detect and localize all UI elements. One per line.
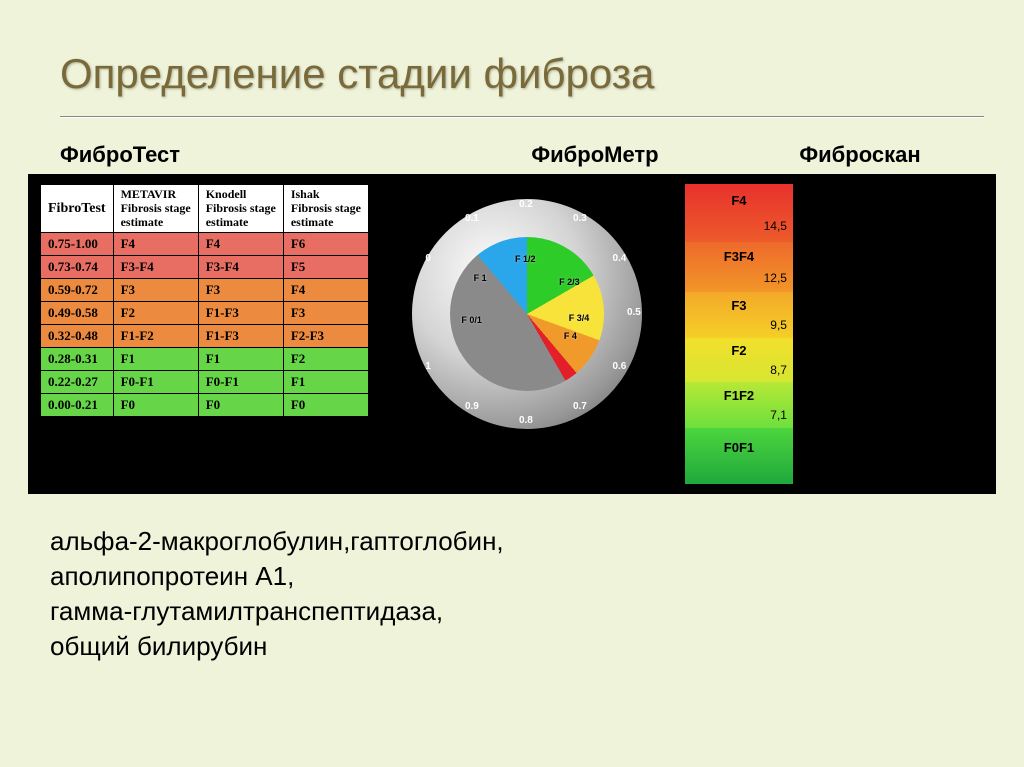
table-cell: F2-F3 <box>283 325 368 348</box>
table-cell: 0.32-0.48 <box>41 325 114 348</box>
fibroscan-kpa: 8,7 <box>770 363 787 377</box>
pie-tick-label: 0.8 <box>519 415 533 426</box>
pie-tick-label: 0.9 <box>465 401 479 412</box>
pie-tick-label: 1 <box>425 361 431 372</box>
table-cell: F4 <box>283 279 368 302</box>
table-row: 0.59-0.72F3F3F4 <box>41 279 369 302</box>
table-cell: F4 <box>113 233 198 256</box>
table-header: KnodellFibrosis stageestimate <box>198 185 283 233</box>
fibroscan-bar: kPa F414,5F3F412,5F39,5F28,7F1F27,1F0F1 <box>685 184 793 484</box>
fibrometer-chart: F 1/2 F 2/3 F 3/4 F 4 F 0/1 F 1 0 0.1 0.2 0.3 0.4… <box>387 184 667 444</box>
table-cell: F1 <box>283 371 368 394</box>
fibroscan-kpa: 9,5 <box>770 318 787 332</box>
fibroscan-stage: F1F2 <box>724 388 754 403</box>
table-cell: F3-F4 <box>113 256 198 279</box>
fibroscan-band: F2 8,7 <box>685 338 793 382</box>
table-cell: F1-F2 <box>113 325 198 348</box>
table-header: FibroTest <box>41 185 114 233</box>
table-row: 0.28-0.31F1F1F2 <box>41 348 369 371</box>
fibroscan-kpa: 12,5 <box>764 271 787 285</box>
footer-text: альфа-2-макроглобулин,гаптоглобин,аполип… <box>0 494 1024 664</box>
fibroscan-stage: F0F1 <box>724 440 754 455</box>
table-cell: F0 <box>113 394 198 417</box>
pie-tick-label: 0.4 <box>612 253 626 264</box>
table-cell: F0 <box>283 394 368 417</box>
pie-slice-label: F 4 <box>564 331 577 341</box>
fibroscan-band: F1F2 7,1 <box>685 382 793 428</box>
table-cell: F3 <box>283 302 368 325</box>
footer-line: общий билирубин <box>50 629 984 664</box>
pie-tick-label: 0.7 <box>573 401 587 412</box>
pie-tick-label: 0.3 <box>573 213 587 224</box>
pie-tick-label: 0.1 <box>465 213 479 224</box>
label-fibrometer: ФиброМетр <box>440 142 750 168</box>
fibroscan-band: F3F4 12,5 <box>685 242 793 292</box>
table-cell: F5 <box>283 256 368 279</box>
pie-slice-label: F 1/2 <box>515 254 536 264</box>
table-cell: F3-F4 <box>198 256 283 279</box>
table-header: METAVIRFibrosis stageestimate <box>113 185 198 233</box>
table-header: IshakFibrosis stageestimate <box>283 185 368 233</box>
table-row: 0.32-0.48F1-F2F1-F3F2-F3 <box>41 325 369 348</box>
table-cell: F3 <box>198 279 283 302</box>
pie-slice-label: F 0/1 <box>461 315 482 325</box>
pie-tick-label: 0.2 <box>519 199 533 210</box>
table-row: 0.73-0.74F3-F4F3-F4F5 <box>41 256 369 279</box>
fibroscan-band: F3 9,5 <box>685 292 793 338</box>
content-strip: FibroTestMETAVIRFibrosis stageestimateKn… <box>28 174 996 494</box>
table-cell: F1 <box>113 348 198 371</box>
table-row: 0.22-0.27F0-F1F0-F1F1 <box>41 371 369 394</box>
pie-tick-label: 0.5 <box>627 307 641 318</box>
table-cell: 0.73-0.74 <box>41 256 114 279</box>
table-cell: 0.22-0.27 <box>41 371 114 394</box>
table-row: 0.49-0.58F2F1-F3F3 <box>41 302 369 325</box>
fibroscan-stage: F3F4 <box>724 249 754 264</box>
pie-slice-label: F 3/4 <box>569 313 590 323</box>
table-cell: F1-F3 <box>198 325 283 348</box>
footer-line: гамма-глутамилтранспептидаза, <box>50 594 984 629</box>
table-cell: 0.59-0.72 <box>41 279 114 302</box>
pie-tick-label: 0 <box>425 253 431 264</box>
fibroscan-stage: F2 <box>731 343 746 358</box>
fibroscan-band: F0F1 <box>685 428 793 484</box>
table-cell: F2 <box>113 302 198 325</box>
table-cell: F2 <box>283 348 368 371</box>
table-cell: F0-F1 <box>198 371 283 394</box>
pie-outer-ring <box>412 199 642 429</box>
column-labels: ФиброТест ФиброМетр Фиброскан <box>0 128 1024 174</box>
table-cell: F1-F3 <box>198 302 283 325</box>
fibroscan-stage: F4 <box>731 193 746 208</box>
table-cell: F0 <box>198 394 283 417</box>
table-cell: 0.75-1.00 <box>41 233 114 256</box>
page-title: Определение стадии фиброза <box>60 50 984 98</box>
table-cell: F3 <box>113 279 198 302</box>
table-cell: F4 <box>198 233 283 256</box>
pie-slice-label: F 1 <box>474 273 487 283</box>
fibroscan-kpa: 7,1 <box>770 408 787 422</box>
table-cell: 0.00-0.21 <box>41 394 114 417</box>
table-cell: F6 <box>283 233 368 256</box>
table-cell: 0.49-0.58 <box>41 302 114 325</box>
title-underline <box>60 116 984 118</box>
footer-line: аполипопротеин А1, <box>50 559 984 594</box>
label-fibroscan: Фиброскан <box>750 142 970 168</box>
fibroscan-stage: F3 <box>731 298 746 313</box>
fibroscan-kpa: 14,5 <box>764 219 787 233</box>
table-row: 0.00-0.21F0F0F0 <box>41 394 369 417</box>
table-cell: F1 <box>198 348 283 371</box>
table-row: 0.75-1.00F4F4F6 <box>41 233 369 256</box>
pie-slice-label: F 2/3 <box>559 277 580 287</box>
pie-tick-label: 0.6 <box>612 361 626 372</box>
label-fibrotest: ФиброТест <box>60 142 440 168</box>
fibroscan-band: F4 14,5 <box>685 184 793 242</box>
footer-line: альфа-2-макроглобулин,гаптоглобин, <box>50 524 984 559</box>
table-cell: 0.28-0.31 <box>41 348 114 371</box>
fibrotest-table: FibroTestMETAVIRFibrosis stageestimateKn… <box>40 184 369 417</box>
table-cell: F0-F1 <box>113 371 198 394</box>
